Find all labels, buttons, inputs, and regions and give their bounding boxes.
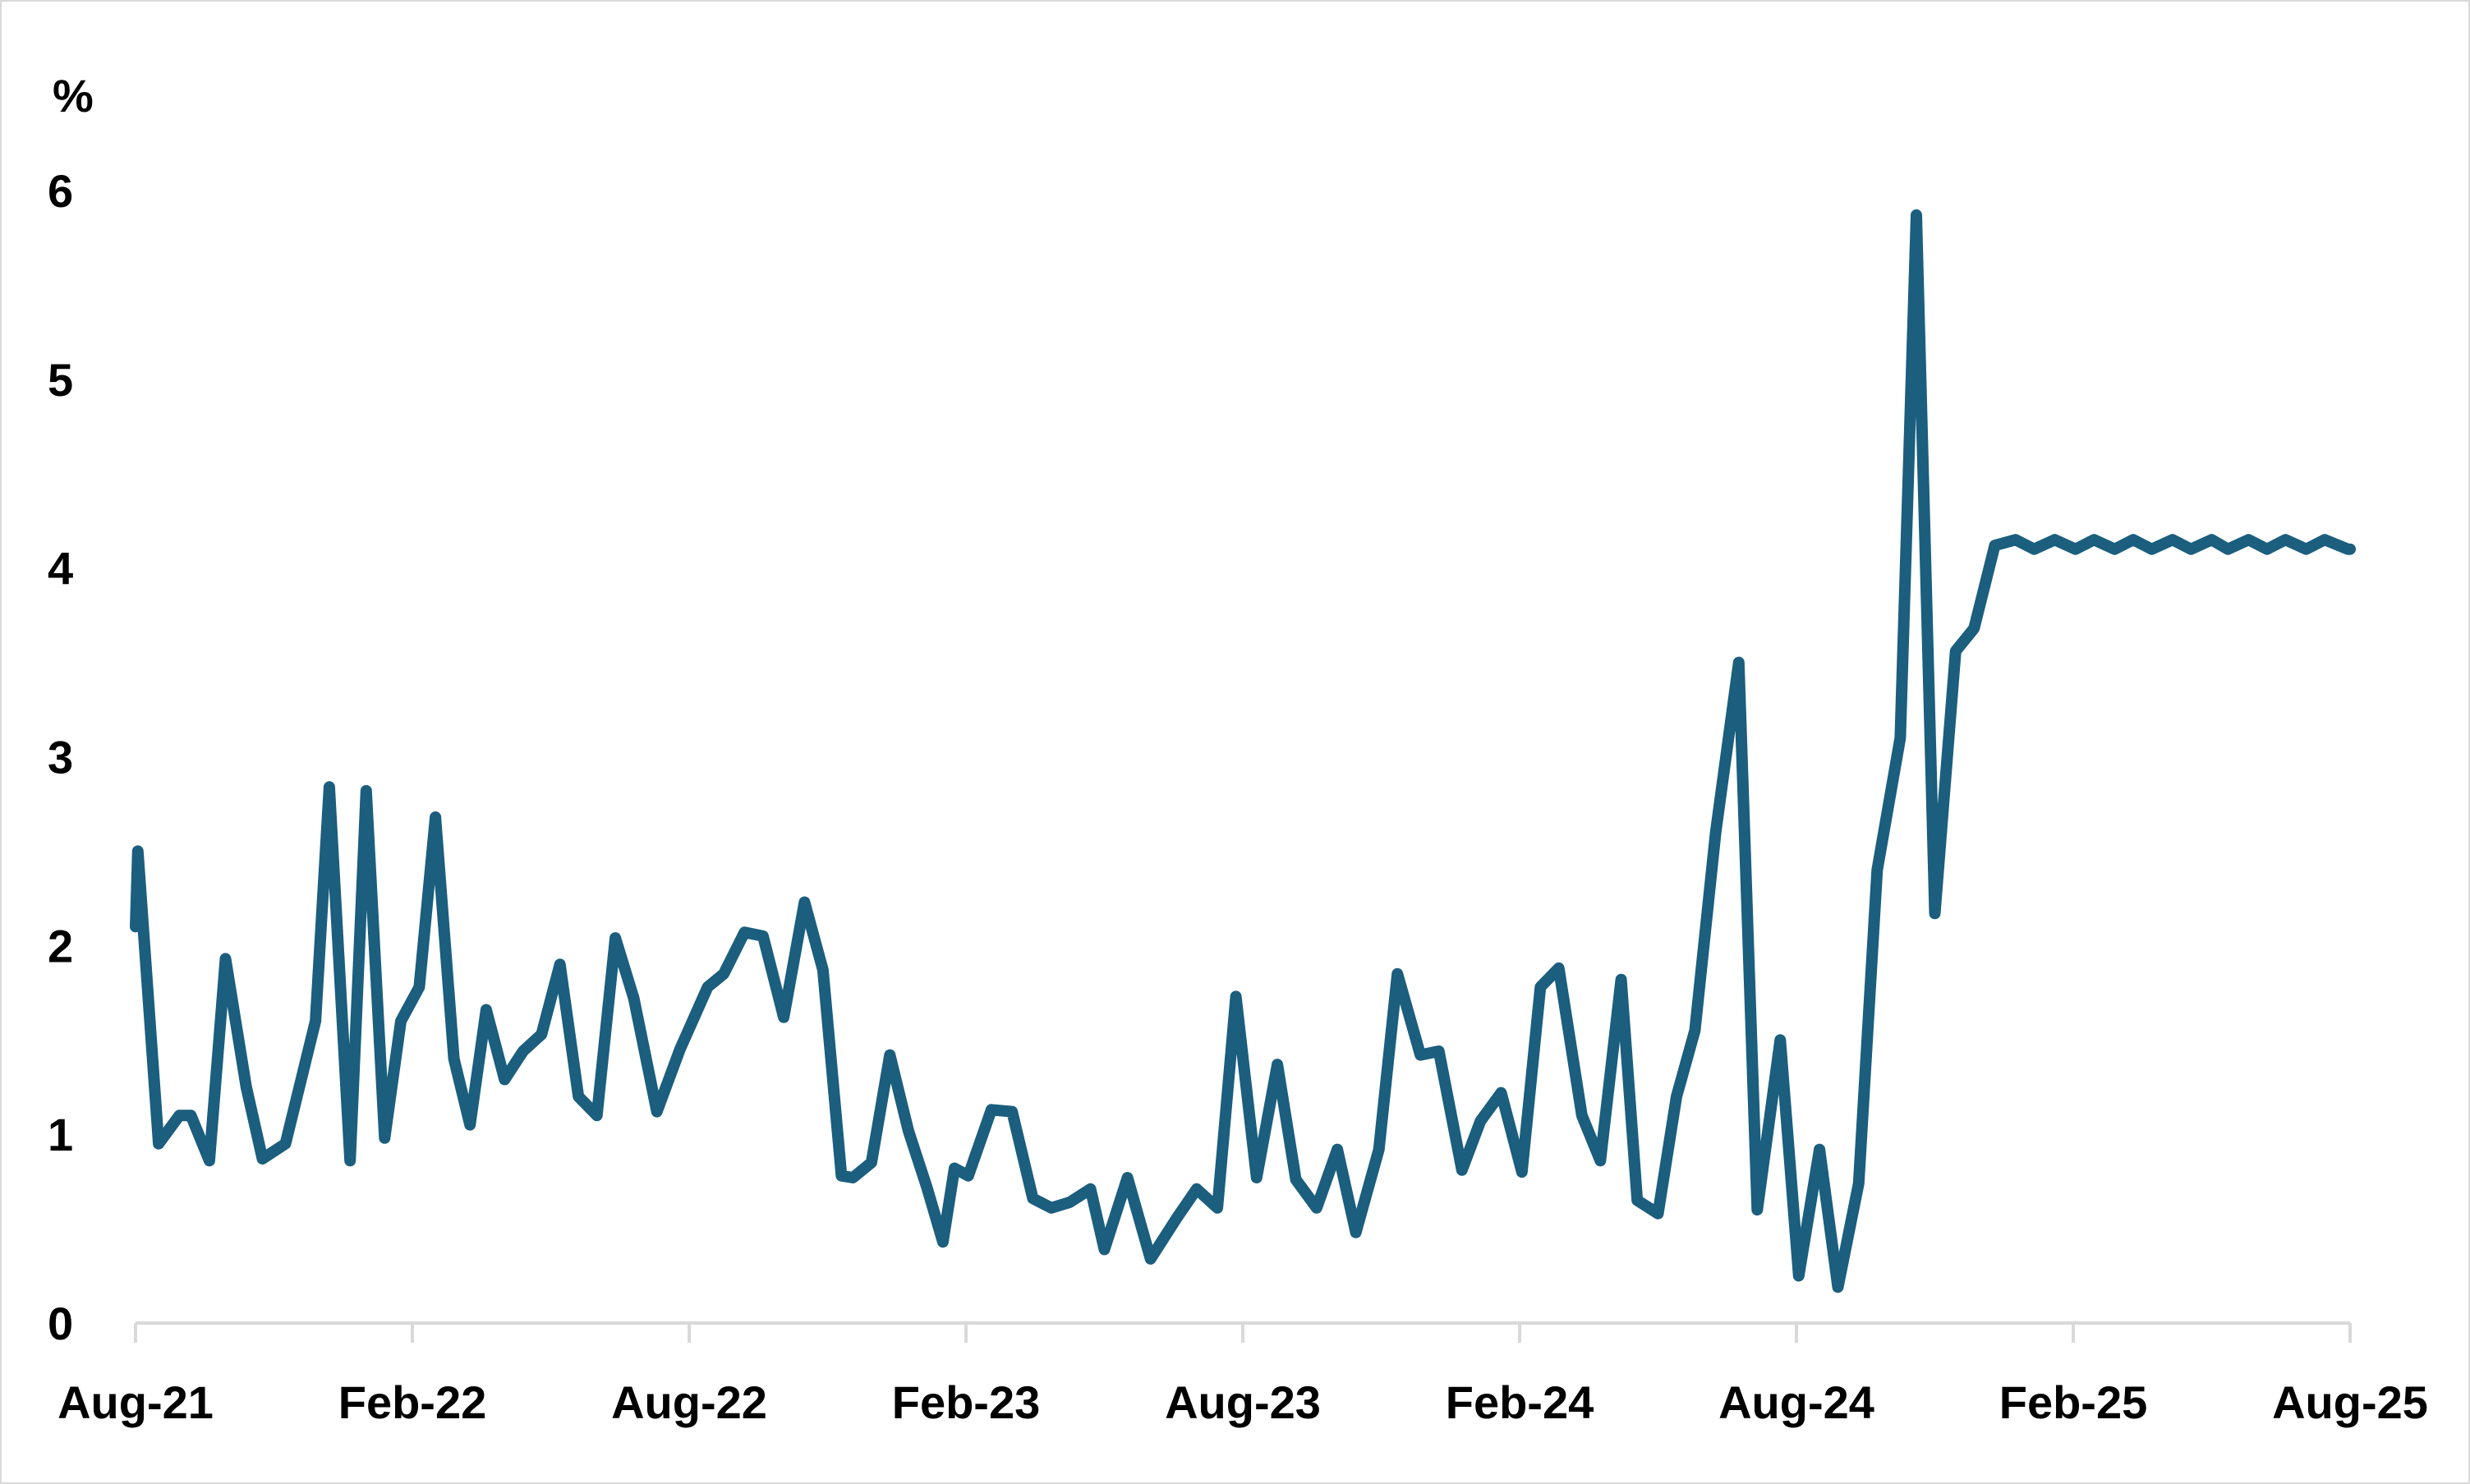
- x-tick-label: Aug-25: [2272, 1376, 2428, 1428]
- y-axis-ticks: 0 1 2 3 4 5 6: [48, 165, 73, 1349]
- y-tick-label: 2: [48, 920, 73, 972]
- x-axis-ticks: Aug-21 Feb-22 Aug-22 Feb-23 Aug-23 Feb-24 Aug-…: [57, 1323, 2428, 1428]
- x-tick-label: Aug-22: [611, 1376, 767, 1428]
- x-tick-label: Aug-21: [57, 1376, 214, 1428]
- series-line: [130, 209, 2356, 1293]
- x-tick-label: Feb-23: [892, 1376, 1041, 1428]
- y-tick-label: 0: [48, 1298, 73, 1349]
- y-tick-label: 4: [48, 543, 73, 595]
- x-tick-label: Feb-22: [338, 1376, 487, 1428]
- y-tick-label: 5: [48, 354, 73, 406]
- y-tick-label: 6: [48, 165, 73, 217]
- x-tick-label: Feb-24: [1446, 1376, 1594, 1428]
- x-tick-label: Feb-25: [1999, 1376, 2148, 1428]
- y-tick-label: 3: [48, 732, 73, 783]
- y-axis-unit-label: %: [53, 70, 94, 122]
- x-tick-label: Aug-24: [1718, 1376, 1874, 1428]
- x-tick-label: Aug-23: [1165, 1376, 1321, 1428]
- y-tick-label: 1: [48, 1109, 73, 1160]
